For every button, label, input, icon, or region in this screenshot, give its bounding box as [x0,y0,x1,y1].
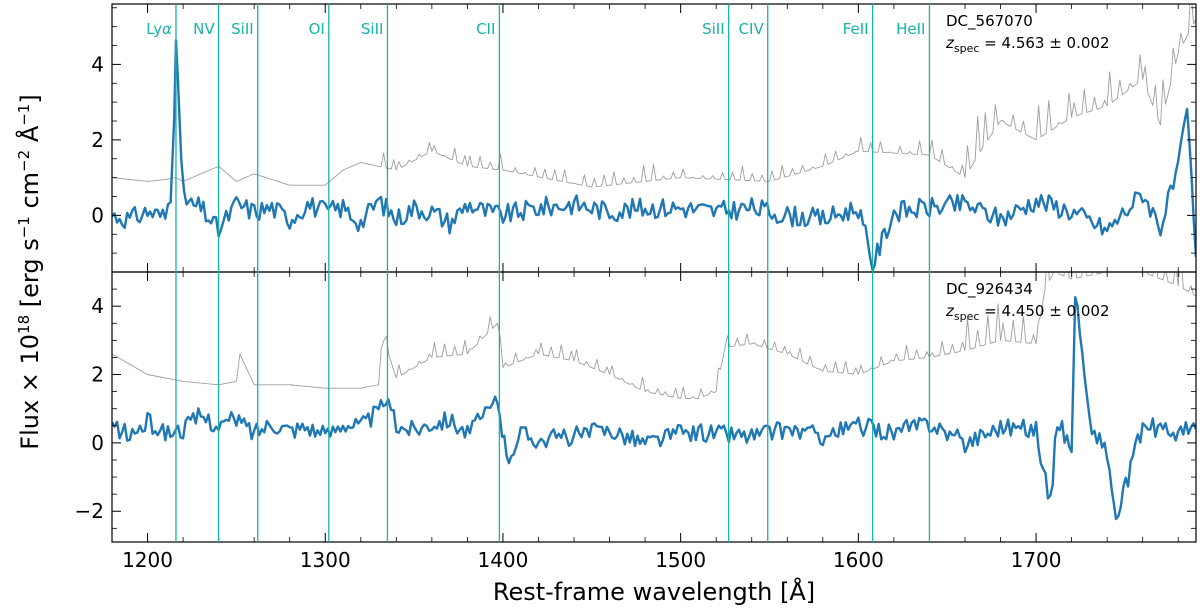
plot-area [112,272,1196,521]
spectral-line-label: NV [193,20,215,38]
panel-frame [111,271,1197,543]
spectral-line-label: Lyα [146,20,172,38]
y-tick-label: 2 [91,363,104,387]
x-tick-label: 1200 [122,548,173,572]
spectral-line-label: CII [476,20,495,38]
y-tick-label: 0 [91,431,104,455]
x-tick-label: 1600 [833,548,884,572]
y-tick-label: −2 [75,499,104,523]
plot-area [112,4,1196,272]
spectral-line-markers: Lyα NV SiII OI SiII CII SiII CIV FeII HeII [146,4,931,542]
spectral-line-label: SiII [231,20,254,38]
x-tick-label: 1500 [655,548,706,572]
spectral-line-label: SiII [361,20,384,38]
y-axis-title: Flux × 1018 [erg s−1 cm−2 Å−1] [15,94,44,449]
spectral-line-label: HeII [896,20,925,38]
flux-spectrum-line [112,39,1196,272]
spectral-line-label: SiII [702,20,725,38]
error-spectrum-line [112,4,1196,188]
spectral-line-label: FeII [843,20,869,38]
x-axis: 1200 1300 1400 1500 1600 1700 [122,548,1061,572]
redshift-label: zspec = 4.450 ± 0.002 [945,302,1110,323]
y-tick-label: 4 [91,52,104,76]
x-tick-label: 1400 [477,548,528,572]
x-axis-title: Rest-frame wavelength [Å] [493,577,815,606]
x-tick-label: 1300 [300,548,351,572]
object-name: DC_926434 [946,280,1033,299]
y-tick-label: 2 [91,128,104,152]
y-tick-label: 4 [91,294,104,318]
spectral-line-label: CIV [739,20,765,38]
spectral-line-label: OI [309,20,325,38]
redshift-label: zspec = 4.563 ± 0.002 [945,34,1110,55]
y-tick-label: 0 [91,203,104,227]
error-spectrum-line [112,272,1196,399]
x-tick-label: 1700 [1011,548,1062,572]
flux-spectrum-line [112,296,1196,521]
object-name: DC_567070 [946,12,1033,31]
